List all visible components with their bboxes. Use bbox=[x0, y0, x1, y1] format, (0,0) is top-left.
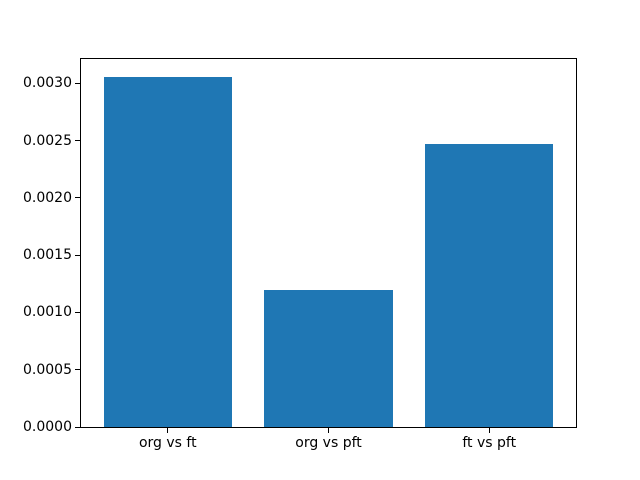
bar bbox=[424, 144, 554, 427]
x-tick-label: org vs ft bbox=[138, 435, 197, 451]
y-tick-mark bbox=[75, 140, 80, 142]
x-tick-mark bbox=[328, 428, 329, 433]
y-tick-label: 0.0005 bbox=[23, 361, 72, 378]
y-tick-label: 0.0000 bbox=[23, 419, 72, 435]
y-tick-label: 0.0025 bbox=[23, 132, 72, 149]
x-tick-mark bbox=[167, 428, 169, 433]
plot-area: 0.0000 0.0005 0.0010 0.0015 0.0020 0.0025 0.00… bbox=[23, 58, 577, 451]
y-tick-mark bbox=[75, 426, 80, 428]
y-tick-label: 0.0015 bbox=[23, 247, 72, 264]
y-tick-label: 0.0010 bbox=[23, 304, 72, 321]
y-tick-mark bbox=[75, 369, 80, 371]
x-tick-mark bbox=[488, 428, 490, 433]
y-tick-label: 0.0030 bbox=[23, 75, 72, 92]
bar bbox=[264, 289, 393, 427]
y-tick-mark bbox=[75, 197, 80, 199]
y-tick-label: 0.0020 bbox=[23, 189, 72, 206]
y-tick-mark bbox=[75, 311, 80, 313]
y-tick-mark bbox=[75, 254, 80, 256]
x-tick-label: org vs pft bbox=[295, 435, 362, 451]
y-tick-mark bbox=[75, 82, 80, 84]
x-tick-label: ft vs pft bbox=[462, 435, 517, 451]
bar bbox=[103, 76, 233, 427]
